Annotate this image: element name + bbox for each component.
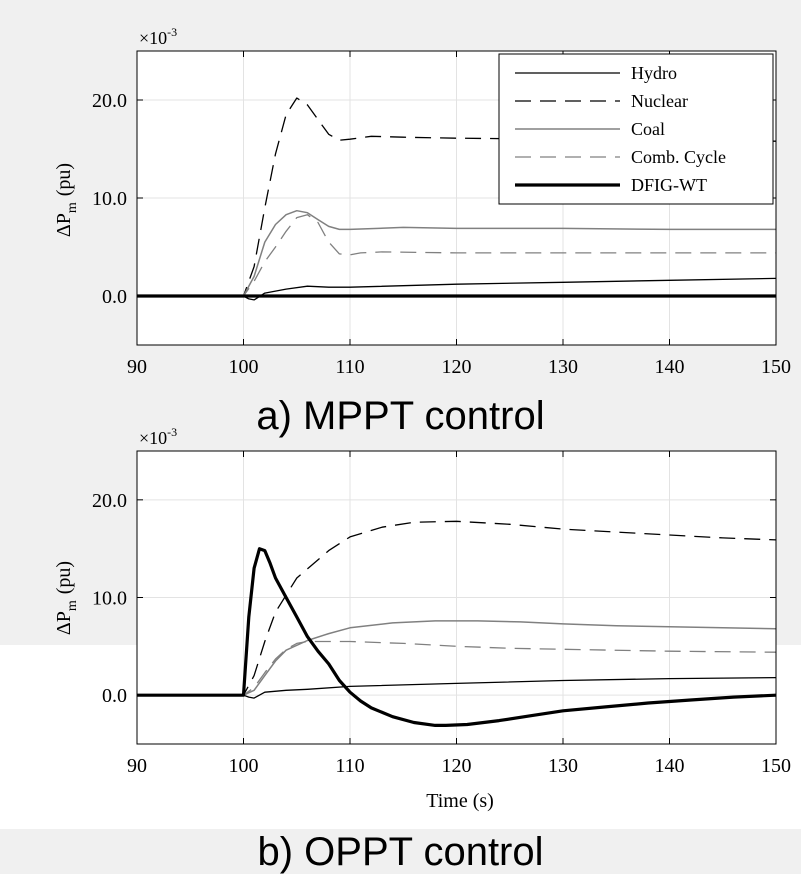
x-tick-label: 110 (335, 356, 364, 378)
x-tick-label: 150 (761, 755, 791, 777)
x-tick-label: 110 (335, 755, 364, 777)
ylabel-b: ΔPm(pu) (53, 561, 80, 635)
series-line-hydro (137, 676, 777, 699)
y-tick-label: 0.0 (102, 685, 127, 707)
x-tick-label: 130 (548, 755, 578, 777)
series-line-nuclear (137, 520, 777, 696)
x-tick-label: 140 (655, 356, 685, 378)
exponent-a: ×10-3 (139, 25, 177, 48)
series-line-hydro (137, 277, 777, 301)
caption-mppt: a) MPPT control (256, 394, 545, 438)
y-tick-label: 20.0 (92, 90, 127, 112)
y-tick-label: 10.0 (92, 188, 127, 210)
x-tick-label: 90 (127, 755, 147, 777)
chart-oppt: 90 100 110 120 130 140 150 0.0 10.0 20.0 ×10-3 ΔP… (53, 425, 791, 812)
x-tick-label: 90 (127, 356, 147, 378)
y-tick-label: 20.0 (92, 490, 127, 512)
xlabel-b: Time (s) (426, 790, 494, 812)
series-line-nuclear (137, 97, 777, 297)
series-lines-b (137, 520, 777, 728)
x-tick-label: 100 (229, 356, 259, 378)
exponent-b: ×10-3 (139, 425, 177, 448)
legend-label-hydro: Hydro (631, 63, 677, 83)
series-line-coal (137, 209, 776, 297)
series-line-comb-cycle (137, 640, 777, 696)
legend-label-dfig-wt: DFIG-WT (631, 175, 707, 195)
chart-mppt: 90 100 110 120 130 140 150 0.0 10.0 20.0 ×10-3 ΔP… (53, 25, 791, 378)
legend: Hydro Nuclear Coal Comb. Cycle DFIG-WT (498, 53, 774, 205)
ylabel-a: ΔPm(pu) (53, 163, 80, 237)
legend-label-comb-cycle: Comb. Cycle (631, 147, 726, 167)
x-tick-label: 120 (442, 356, 472, 378)
series-lines-a (137, 97, 777, 301)
legend-label-nuclear: Nuclear (631, 91, 688, 111)
ticks-a: 90 100 110 120 130 140 150 0.0 10.0 20.0 (92, 51, 791, 378)
series-line-coal (137, 620, 777, 696)
x-tick-label: 150 (761, 356, 791, 378)
ticks-b: 90 100 110 120 130 140 150 0.0 10.0 20.0 (92, 451, 791, 777)
y-tick-label: 0.0 (102, 286, 127, 308)
series-line-dfig-wt (137, 547, 777, 728)
x-tick-label: 100 (229, 755, 259, 777)
x-tick-label: 140 (655, 755, 685, 777)
y-tick-label: 10.0 (92, 588, 127, 610)
x-tick-label: 120 (442, 755, 472, 777)
caption-oppt: b) OPPT control (257, 830, 544, 874)
legend-label-coal: Coal (631, 119, 665, 139)
series-line-comb-cycle (137, 214, 776, 297)
x-tick-label: 130 (548, 356, 578, 378)
